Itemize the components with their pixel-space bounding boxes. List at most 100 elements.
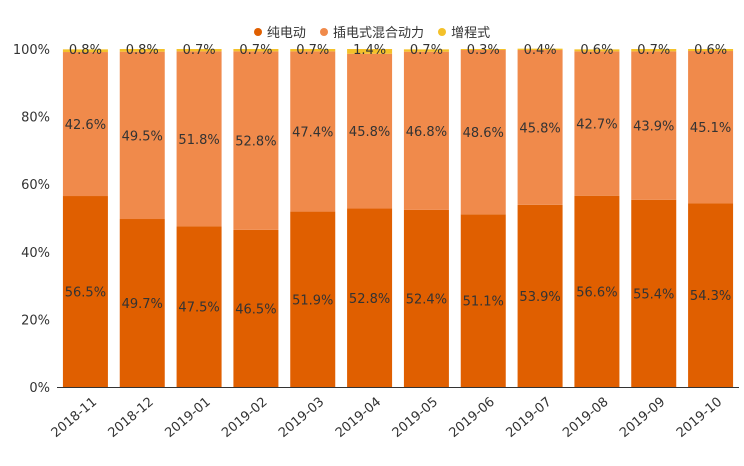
x-tick-label: 2019-01: [162, 395, 213, 441]
data-label: 56.6%: [576, 285, 617, 300]
legend-label-phev: 插电式混合动力: [332, 26, 424, 41]
bar-segment-3[interactable]: [290, 49, 336, 52]
bar-segment-1[interactable]: [119, 219, 165, 387]
data-label: 47.4%: [292, 125, 333, 140]
x-tick-label: 2018-11: [49, 395, 100, 441]
bar-segment-2[interactable]: [631, 51, 677, 200]
legend-label-bev: 纯电动: [266, 26, 306, 41]
bar-segment-1[interactable]: [631, 199, 677, 387]
x-tick-label: 2019-08: [560, 395, 611, 441]
y-tick-label: 60%: [21, 178, 50, 193]
bar-segment-2[interactable]: [403, 51, 449, 210]
bar-segment-2[interactable]: [517, 50, 563, 205]
bar-segment-3[interactable]: [176, 49, 222, 52]
bar-segment-2[interactable]: [233, 51, 279, 230]
bar-segment-3[interactable]: [688, 49, 734, 52]
x-tick-label: 2019-02: [219, 395, 270, 441]
bar-segment-1[interactable]: [290, 211, 336, 387]
bar-segment-1[interactable]: [62, 196, 108, 387]
data-label: 0.6%: [694, 43, 727, 58]
bar-segment-1[interactable]: [176, 226, 222, 387]
bar-segment-1[interactable]: [233, 229, 279, 387]
data-label: 0.3%: [467, 43, 500, 58]
x-tick-label: 2019-03: [276, 395, 327, 441]
x-tick-label: 2019-09: [617, 395, 668, 441]
chart-legend: 纯电动 插电式混合动力 增程式: [0, 22, 744, 41]
bar-segment-1[interactable]: [403, 209, 449, 387]
x-tick-label: 2018-12: [106, 395, 157, 441]
bar-segment-3[interactable]: [119, 49, 165, 52]
bar-segment-1[interactable]: [688, 203, 734, 387]
bar-segment-3[interactable]: [233, 49, 279, 52]
bar-segment-3[interactable]: [347, 49, 393, 54]
data-label: 0.8%: [69, 43, 102, 58]
bar-segment-3[interactable]: [574, 49, 620, 52]
data-label: 52.8%: [235, 135, 276, 150]
data-label: 1.4%: [353, 43, 386, 58]
data-label: 0.7%: [410, 43, 443, 58]
legend-item-erev[interactable]: 增程式: [438, 22, 490, 41]
bar-segment-3[interactable]: [62, 49, 108, 53]
data-label: 55.4%: [633, 287, 674, 302]
bar-segment-3[interactable]: [631, 49, 677, 52]
x-tick-label: 2019-06: [447, 395, 498, 441]
data-label: 51.9%: [292, 293, 333, 308]
data-label: 48.6%: [463, 126, 504, 141]
legend-item-phev[interactable]: 插电式混合动力: [319, 22, 424, 41]
bar-segment-2[interactable]: [460, 50, 506, 215]
data-label: 0.7%: [183, 43, 216, 58]
data-label: 52.8%: [349, 292, 390, 307]
bar-segment-1[interactable]: [517, 204, 563, 387]
data-label: 49.5%: [122, 129, 163, 144]
bar-segment-2[interactable]: [290, 51, 336, 212]
legend-swatch-bev: [253, 28, 262, 36]
bar-segment-1[interactable]: [347, 208, 393, 387]
data-label: 49.7%: [122, 297, 163, 312]
bar-segment-2[interactable]: [119, 51, 165, 220]
data-label: 45.1%: [690, 121, 731, 136]
legend-swatch-phev: [319, 28, 328, 36]
bar-segment-2[interactable]: [688, 51, 734, 204]
y-tick-label: 20%: [21, 313, 50, 328]
bar-segment-2[interactable]: [62, 52, 108, 197]
bar-segment-2[interactable]: [574, 51, 620, 196]
data-label: 51.8%: [178, 133, 219, 148]
legend-label-erev: 增程式: [451, 26, 491, 41]
data-label: 0.8%: [126, 43, 159, 58]
bar-segment-1[interactable]: [574, 195, 620, 387]
bar-segment-3[interactable]: [403, 49, 449, 52]
data-label: 0.7%: [637, 43, 670, 58]
x-tick-label: 2019-04: [333, 395, 384, 441]
y-tick-label: 100%: [13, 43, 50, 58]
data-label: 45.8%: [519, 121, 560, 136]
data-label: 47.5%: [178, 301, 219, 316]
data-label: 46.5%: [235, 302, 276, 317]
bar-segment-2[interactable]: [347, 53, 393, 209]
data-label: 42.6%: [65, 118, 106, 133]
x-tick-label: 2019-05: [390, 395, 441, 441]
legend-item-bev[interactable]: 纯电动: [253, 22, 306, 41]
legend-swatch-erev: [438, 28, 447, 36]
data-label: 54.3%: [690, 289, 731, 304]
data-label: 45.8%: [349, 125, 390, 140]
data-label: 43.9%: [633, 120, 674, 135]
data-label: 0.7%: [239, 43, 272, 58]
x-tick-label: 2019-10: [674, 395, 725, 441]
data-label: 52.4%: [406, 292, 447, 307]
y-tick-label: 0%: [29, 381, 50, 396]
bar-segment-3[interactable]: [460, 49, 506, 51]
data-label: 0.6%: [580, 43, 613, 58]
y-tick-label: 80%: [21, 111, 50, 126]
data-label: 56.5%: [65, 286, 106, 301]
bar-segment-3[interactable]: [517, 48, 563, 51]
data-label: 46.8%: [406, 125, 447, 140]
y-tick-label: 40%: [21, 246, 50, 261]
data-label: 42.7%: [576, 118, 617, 133]
data-label: 0.4%: [524, 43, 557, 58]
bar-segment-1[interactable]: [460, 214, 506, 387]
x-tick-label: 2019-07: [503, 395, 554, 441]
bar-segment-2[interactable]: [176, 51, 222, 227]
data-label: 53.9%: [519, 290, 560, 305]
data-label: 0.7%: [296, 43, 329, 58]
